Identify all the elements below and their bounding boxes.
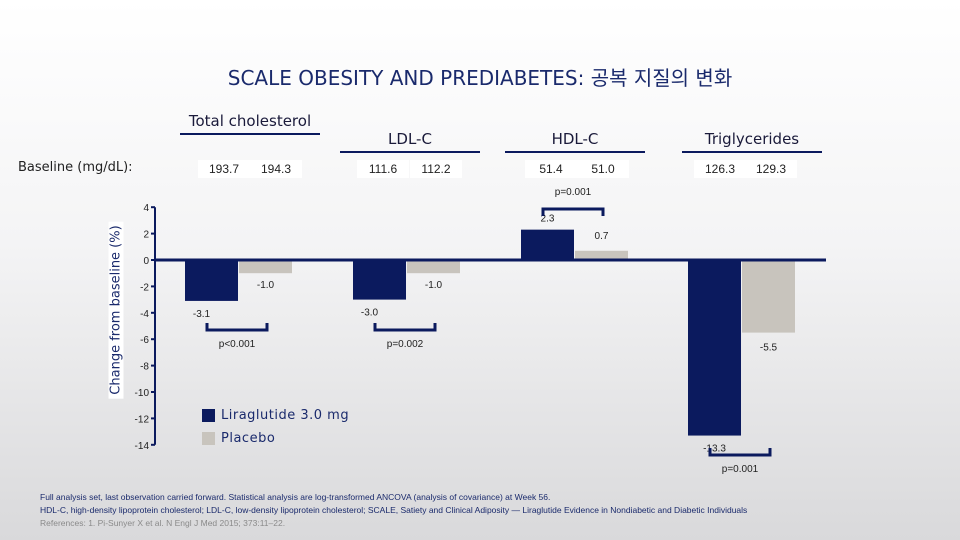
baseline-value: 51.4 (525, 160, 577, 178)
baseline-value: 193.7 (198, 160, 250, 178)
p-value: p=0.001 (555, 187, 592, 198)
bar-liraglutide (521, 229, 574, 260)
bar-liraglutide (353, 260, 406, 300)
header-ldl: LDL-C (340, 130, 480, 153)
y-tick-label: -6 (140, 335, 149, 346)
bar-liraglutide (185, 260, 238, 301)
legend-swatch-placebo (202, 432, 215, 445)
value-label: -1.0 (257, 280, 275, 291)
legend-label-liraglutide: Liraglutide 3.0 mg (221, 408, 350, 423)
baseline-value: 112.2 (410, 160, 462, 178)
value-label: -13.3 (703, 444, 726, 455)
value-label: -1.0 (425, 280, 443, 291)
y-tick-label: 0 (143, 256, 149, 267)
header-total-cholesterol: Total cholesterol (180, 112, 320, 135)
p-value: p=0.002 (387, 339, 424, 350)
p-value: p=0.001 (722, 464, 759, 475)
baseline-label: Baseline (mg/dL): (18, 160, 133, 175)
bar-placebo (239, 260, 292, 274)
significance-bracket (373, 323, 437, 332)
bar-placebo (407, 260, 460, 274)
y-tick-label: -4 (140, 309, 149, 320)
y-tick-label: -8 (140, 362, 149, 373)
y-tick-label: -2 (140, 282, 149, 293)
legend-label-placebo: Placebo (221, 431, 276, 446)
p-value: p<0.001 (219, 339, 256, 350)
significance-bracket (708, 448, 772, 457)
y-tick-label: 4 (143, 203, 149, 214)
y-tick-label: 2 (143, 230, 149, 241)
value-label: 0.7 (595, 231, 609, 242)
bar-placebo (742, 260, 795, 333)
y-axis-label: Change from baseline (%) (108, 221, 124, 399)
significance-bracket (205, 323, 269, 332)
y-tick-label: -12 (135, 414, 150, 425)
footnote: Full analysis set, last observation carr… (40, 492, 551, 502)
baseline-value: 194.3 (250, 160, 302, 178)
significance-bracket (541, 207, 605, 216)
slide-title: SCALE OBESITY AND PREDIABETES: 공복 지질의 변화 (227, 66, 733, 90)
header-hdl: HDL-C (505, 130, 645, 153)
bar-placebo (575, 250, 628, 260)
y-tick-label: -14 (135, 441, 150, 452)
legend-swatch-liraglutide (202, 409, 215, 422)
baseline-value: 126.3 (694, 160, 746, 178)
footnote: HDL-C, high-density lipoprotein choleste… (40, 505, 748, 515)
header-triglycerides: Triglycerides (682, 130, 822, 153)
baseline-value: 51.0 (577, 160, 629, 178)
value-label: -5.5 (760, 343, 778, 354)
bar-liraglutide (688, 260, 741, 436)
value-label: -3.0 (361, 308, 379, 319)
baseline-value: 129.3 (745, 160, 797, 178)
reference: References: 1. Pi-Sunyer X et al. N Engl… (40, 518, 286, 528)
y-tick-label: -10 (135, 388, 150, 399)
baseline-value: 111.6 (357, 160, 409, 178)
value-label: 2.3 (541, 214, 555, 225)
value-label: -3.1 (193, 309, 211, 320)
